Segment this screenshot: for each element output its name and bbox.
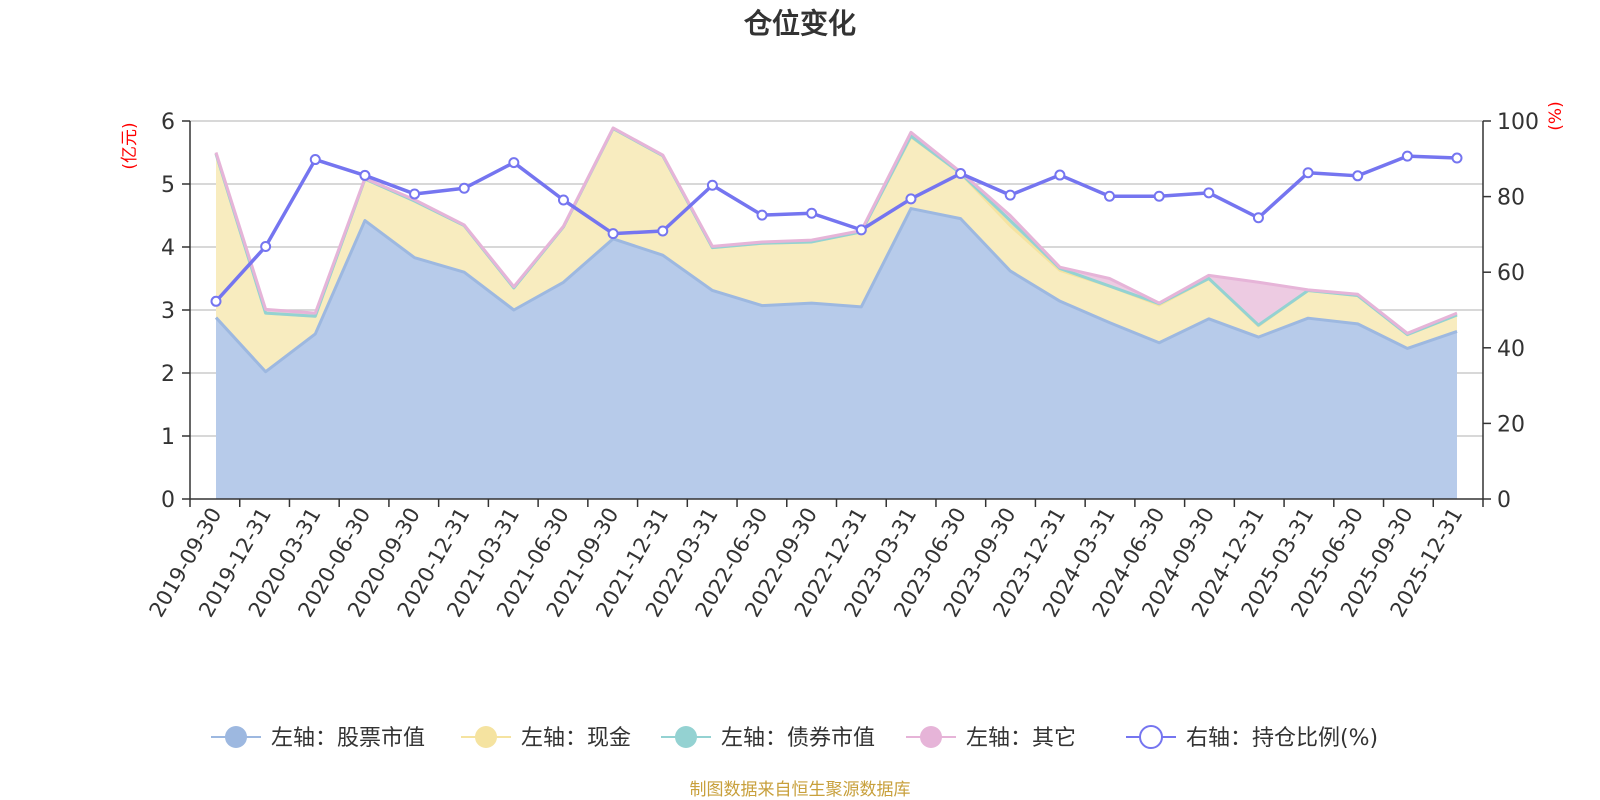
legend-swatch-marker xyxy=(675,726,697,748)
holding-ratio-point[interactable] xyxy=(359,169,371,181)
right-axis-tick-label: 40 xyxy=(1497,337,1525,362)
holding-ratio-point[interactable] xyxy=(1203,187,1215,199)
cash-area xyxy=(216,128,1457,372)
holding-ratio-point[interactable] xyxy=(1004,189,1016,201)
chart-title: 仓位变化 xyxy=(744,7,856,40)
legend-label: 右轴：持仓比例(%) xyxy=(1186,726,1378,751)
stacked-areas xyxy=(214,126,1458,499)
holding-ratio-point[interactable] xyxy=(1302,167,1314,179)
holding-ratio-point[interactable] xyxy=(1054,169,1066,181)
legend-item-cash[interactable]: 左轴：现金 xyxy=(461,726,631,751)
holding-ratio-point[interactable] xyxy=(409,188,421,200)
legend-label: 左轴：现金 xyxy=(521,726,631,751)
holding-ratio-point[interactable] xyxy=(1401,150,1413,162)
other-outline xyxy=(214,126,1458,335)
holding-ratio-point[interactable] xyxy=(458,182,470,194)
right-axis-tick-label: 20 xyxy=(1497,412,1525,437)
holding-ratio-point[interactable] xyxy=(855,224,867,236)
holding-ratio-point[interactable] xyxy=(657,225,669,237)
holding-ratio-line xyxy=(210,150,1463,307)
holding-ratio-point[interactable] xyxy=(508,157,520,169)
holding-ratio-point[interactable] xyxy=(309,154,321,166)
legend-item-bond[interactable]: 左轴：债券市值 xyxy=(661,726,875,751)
left-axis-unit: (亿元) xyxy=(120,122,140,169)
right-axis-tick-label: 100 xyxy=(1497,110,1539,135)
holding-ratio-polyline xyxy=(214,154,1458,303)
left-axis-tick-label: 3 xyxy=(161,299,175,324)
legend-label: 左轴：债券市值 xyxy=(721,726,875,751)
legend-item-other[interactable]: 左轴：其它 xyxy=(906,726,1076,751)
holding-ratio-point[interactable] xyxy=(210,295,222,307)
stock-area xyxy=(216,208,1457,499)
legend-swatch-marker xyxy=(225,726,247,748)
legend-swatch-marker xyxy=(920,726,942,748)
holding-ratio-point[interactable] xyxy=(1451,152,1463,164)
left-axis-tick-label: 1 xyxy=(161,425,175,450)
holding-ratio-point[interactable] xyxy=(557,194,569,206)
left-axis-tick-label: 0 xyxy=(161,488,175,513)
legend-swatch-marker xyxy=(1139,725,1163,749)
holding-ratio-point[interactable] xyxy=(1153,190,1165,202)
left-axis-tick-label: 4 xyxy=(161,236,175,261)
right-axis-tick-label: 80 xyxy=(1497,186,1525,211)
stock-outline xyxy=(214,207,1458,374)
holding-ratio-point[interactable] xyxy=(260,240,272,252)
legend-swatch-marker xyxy=(475,726,497,748)
holding-ratio-point[interactable] xyxy=(905,193,917,205)
holding-ratio-point[interactable] xyxy=(1104,190,1116,202)
right-axis-tick-label: 0 xyxy=(1497,488,1511,513)
right-axis-tick-label: 60 xyxy=(1497,261,1525,286)
source-note: 制图数据来自恒生聚源数据库 xyxy=(690,780,911,800)
holding-ratio-point[interactable] xyxy=(706,179,718,191)
holding-ratio-point[interactable] xyxy=(1352,170,1364,182)
left-axis-tick-label: 6 xyxy=(161,110,175,135)
legend-label: 左轴：股票市值 xyxy=(271,726,425,751)
legend[interactable]: 左轴：股票市值 左轴：现金 左轴：债券市值 左轴：其它 右轴：持仓比例(%) xyxy=(211,725,1378,751)
holding-ratio-point[interactable] xyxy=(1252,212,1264,224)
legend-label: 左轴：其它 xyxy=(966,726,1076,751)
holding-ratio-point[interactable] xyxy=(607,228,619,240)
left-axis-tick-label: 5 xyxy=(161,173,175,198)
holding-ratio-point[interactable] xyxy=(955,168,967,180)
left-axis-tick-label: 2 xyxy=(161,362,175,387)
legend-item-stock[interactable]: 左轴：股票市值 xyxy=(211,726,425,751)
holding-ratio-point[interactable] xyxy=(806,207,818,219)
legend-item-holding-ratio[interactable]: 右轴：持仓比例(%) xyxy=(1126,725,1378,751)
holding-ratio-point[interactable] xyxy=(756,209,768,221)
right-axis-unit: (%) xyxy=(1546,101,1566,130)
